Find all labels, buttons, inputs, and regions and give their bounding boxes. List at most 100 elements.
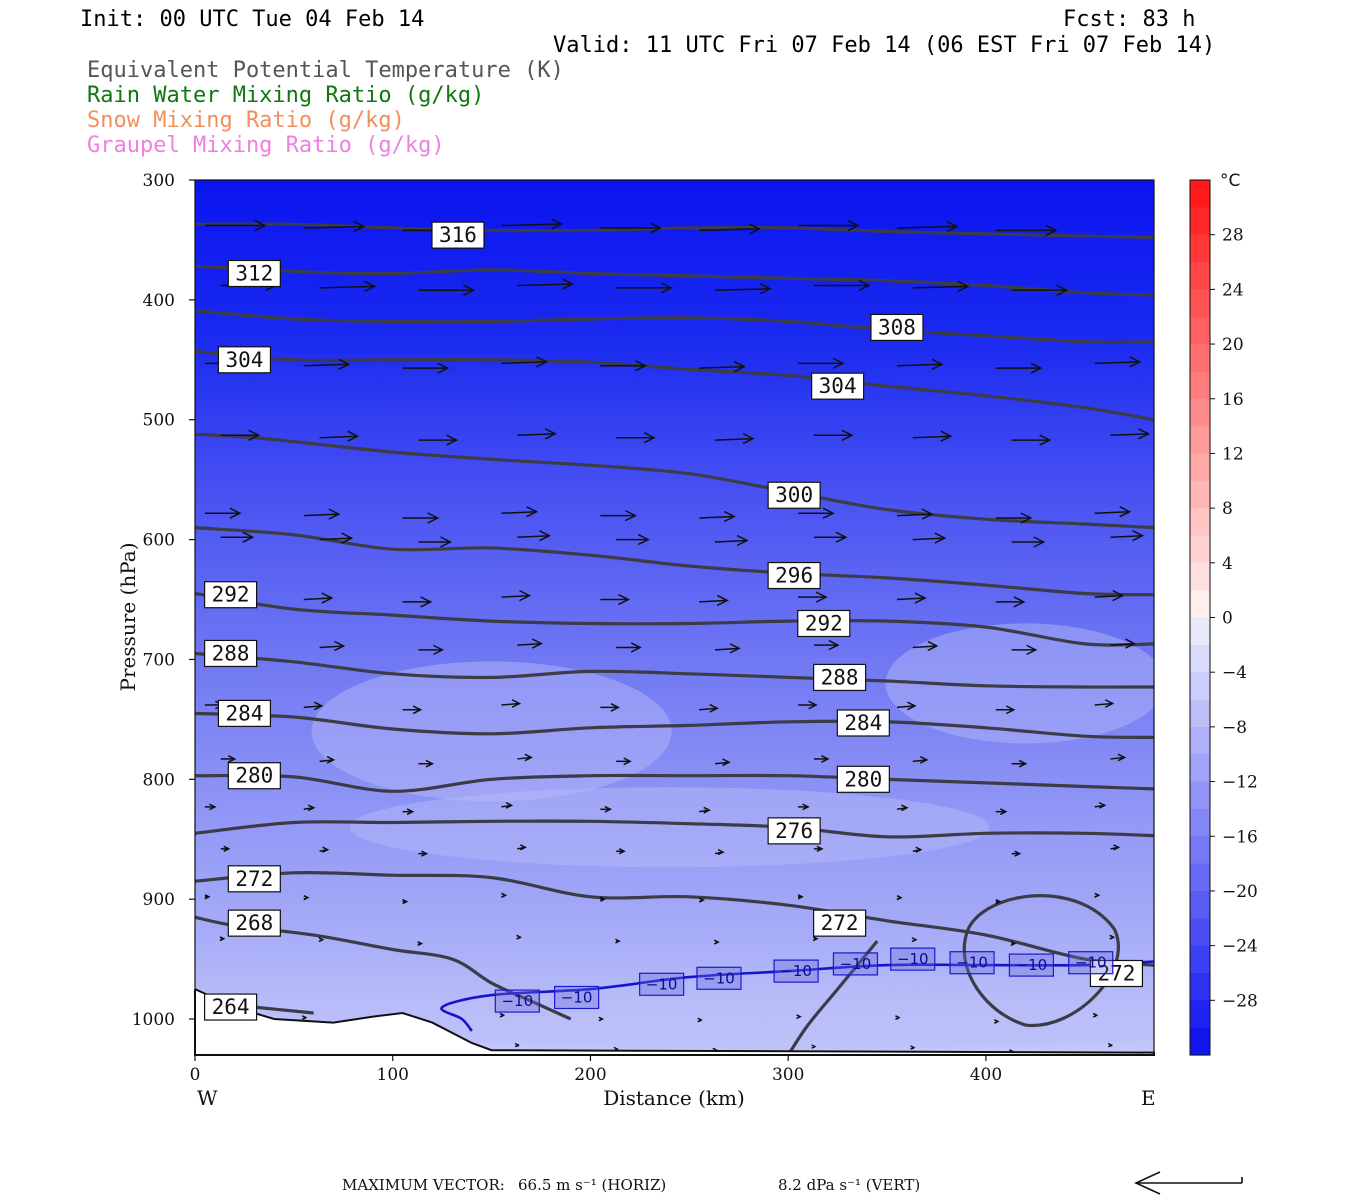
y-axis-label: Pressure (hPa): [116, 543, 140, 692]
colorbar-segment: [1190, 972, 1210, 1001]
wind-vector: [798, 803, 810, 811]
wind-vector: [714, 534, 749, 547]
theta-e-contour-304: [195, 349, 1154, 422]
wind-vector: [714, 643, 741, 654]
wind-vector: [699, 510, 736, 523]
contour-label: 280: [227, 762, 281, 790]
svg-text:304: 304: [225, 348, 263, 372]
wind-vector: [797, 894, 804, 900]
wind-vector: [600, 896, 607, 902]
colorbar-segment: [1190, 890, 1210, 919]
wind-vector: [514, 1042, 520, 1048]
wind-vector: [1011, 284, 1069, 296]
svg-text:268: 268: [235, 911, 273, 935]
colorbar-label: 20: [1222, 335, 1244, 355]
temperature-label: −10: [890, 947, 936, 971]
svg-text:−10: −10: [780, 962, 812, 980]
colorbar-label: 4: [1222, 554, 1233, 574]
temperature-label: −10: [639, 972, 685, 996]
wind-vector: [697, 1017, 703, 1023]
wind-vector: [1110, 844, 1121, 851]
wind-vector: [1110, 530, 1145, 542]
theta-e-contour-272-branch: [786, 940, 879, 1055]
wind-vector: [616, 533, 650, 546]
legend-snow: Snow Mixing Ratio (g/kg): [87, 108, 405, 133]
wind-vector: [811, 1044, 817, 1049]
svg-text:−10: −10: [561, 988, 593, 1006]
colorbar-segment: [1190, 316, 1210, 345]
theta-e-contour-272: [195, 870, 1154, 967]
contour-label: 288: [813, 663, 867, 692]
colorbar-segment: [1190, 863, 1210, 892]
legend-rain: Rain Water Mixing Ratio (g/kg): [87, 83, 484, 108]
colorbar-segment: [1190, 1000, 1210, 1029]
contour-label: 284: [217, 699, 272, 727]
wind-vector: [896, 592, 927, 604]
svg-text:−10: −10: [956, 954, 988, 972]
wind-vector: [912, 640, 939, 652]
colorbar-segment: [1190, 754, 1210, 783]
wind-vector: [499, 1012, 506, 1018]
theta-e-contours: [195, 222, 1154, 1055]
wind-vector: [319, 640, 346, 652]
wind-vector: [995, 705, 1016, 715]
theta-e-contour-284: [195, 711, 1154, 739]
temperature-label: −10: [494, 989, 540, 1013]
svg-text:280: 280: [235, 764, 273, 788]
x-tick-label: 0: [190, 1065, 201, 1085]
wind-vector: [1094, 356, 1142, 368]
wind-vector: [911, 937, 918, 943]
colorbar-unit: °C: [1220, 171, 1240, 191]
wind-vector: [600, 222, 663, 234]
colorbar-segment: [1190, 617, 1210, 646]
wind-vector: [699, 703, 719, 713]
colorbar-segment: [1190, 945, 1210, 974]
wind-vector: [798, 219, 860, 232]
wind-vector: [220, 429, 261, 441]
x-axis: 0 100 200 300 400: [190, 1055, 1002, 1085]
wind-vector: [615, 938, 621, 944]
wind-vector: [1094, 801, 1107, 809]
svg-text:288: 288: [212, 641, 250, 665]
contour-label: 308: [870, 313, 924, 342]
wind-vector: [303, 220, 366, 233]
wind-vector: [418, 644, 445, 656]
wind-vector: [600, 702, 621, 712]
wind-vector: [798, 357, 845, 370]
contour-label: 292: [797, 609, 851, 638]
wind-vector: [912, 532, 947, 544]
x-end-right-label: E: [1141, 1086, 1156, 1110]
theta-e-contour-312: [195, 264, 1154, 297]
colorbar-segment: [1190, 918, 1210, 947]
colorbar-segment: [1190, 480, 1210, 509]
wind-vector: [995, 596, 1026, 608]
valid-time-text: Valid: 11 UTC Fri 07 Feb 14 (06 EST Fri …: [553, 33, 1215, 58]
max-vector-label: MAXIMUM VECTOR:: [342, 1176, 505, 1194]
contour-label: 292: [203, 581, 258, 609]
y-tick-label: 800: [143, 770, 175, 790]
max-vector-horiz: 66.5 m s⁻¹ (HORIZ): [518, 1176, 666, 1194]
init-time-text: Init: 00 UTC Tue 04 Feb 14: [80, 7, 424, 32]
wind-vector: [1094, 589, 1125, 602]
wind-vector: [813, 639, 840, 651]
wind-vector: [600, 509, 638, 522]
wind-vector: [1110, 428, 1151, 440]
colorbar-segment: [1190, 453, 1210, 482]
contour-labels: 316 312 308 304 304 300 296 292 292 288 288 284 284 2…: [203, 221, 1144, 1021]
colorbar-label: −24: [1222, 937, 1258, 957]
wind-vector: [1011, 850, 1022, 857]
wind-vector: [813, 845, 824, 853]
wind-vector: [714, 758, 731, 767]
wind-vector: [318, 937, 325, 943]
temperature-label: −10: [1068, 951, 1114, 975]
legend-theta-e: Equivalent Potential Temperature (K): [87, 58, 564, 83]
contour-label: 272: [227, 865, 281, 893]
wind-vector: [517, 530, 551, 542]
colorbar-segment: [1190, 234, 1210, 263]
wind-vector: [616, 642, 642, 653]
svg-text:−10: −10: [646, 975, 678, 993]
wind-vector: [1010, 940, 1017, 947]
temperature-contour-minus10: [440, 960, 1154, 1032]
wind-vector: [1107, 1042, 1114, 1048]
y-tick-label: 700: [143, 650, 175, 670]
